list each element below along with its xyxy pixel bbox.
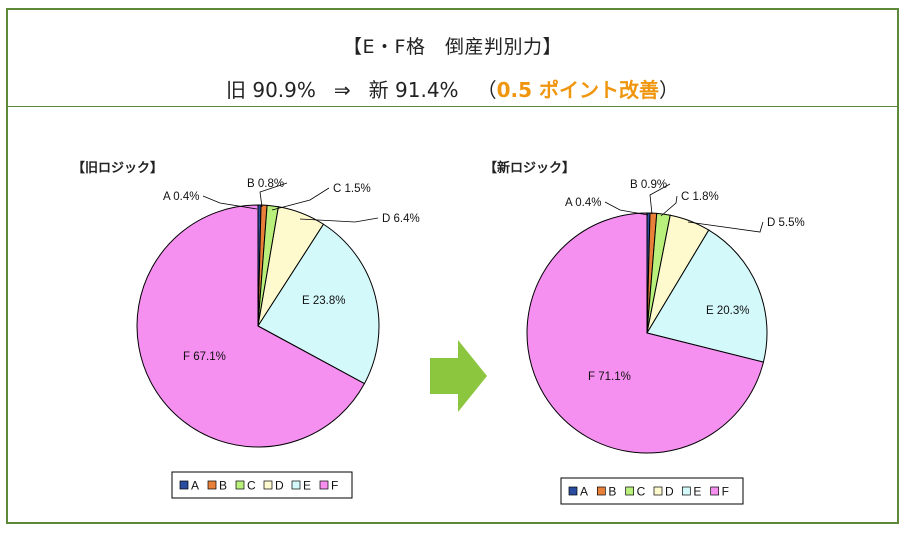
leader-line-a: [604, 201, 649, 216]
figure-title: 【E・F格 倒産判別力】: [343, 36, 562, 58]
pie-slice-e: [257, 223, 380, 385]
chart-legend: A B C D E F: [171, 471, 353, 499]
pie-slice-e: [646, 229, 768, 363]
legend-swatch-e: [681, 486, 691, 496]
right-arrow-icon: [430, 340, 487, 412]
legend-swatch-f: [319, 480, 329, 490]
legend-swatch-c: [235, 480, 245, 490]
legend-label-f: F: [331, 479, 338, 493]
leader-line-a: [202, 195, 258, 210]
data-label-d: D 5.5%: [767, 217, 805, 229]
legend-swatch-b: [596, 486, 606, 496]
legend-label-d: D: [275, 479, 284, 493]
legend-swatch-d: [653, 486, 663, 496]
improvement-text: 0.5 ポイント改善: [496, 78, 659, 102]
legend-label-a: A: [191, 479, 199, 493]
improvement-open-paren: （: [476, 78, 497, 102]
data-label-b: B 0.8%: [247, 178, 284, 190]
legend-swatch-a: [179, 480, 189, 490]
comparison-line: 旧 90.9% ⇒ 新 91.4% （0.5 ポイント改善）: [8, 74, 897, 103]
leader-line-b: [259, 182, 288, 208]
legend-label-c: C: [637, 485, 646, 499]
pie-slice-f: [136, 204, 366, 448]
data-label-c: C 1.8%: [681, 191, 719, 203]
header-panel: 【E・F格 倒産判別力】 旧 90.9% ⇒ 新 91.4% （0.5 ポイント改善）: [8, 10, 897, 107]
pie-slice-f: [526, 212, 765, 454]
data-label-b: B 0.9%: [630, 179, 667, 191]
pie-chart-new: 【新ロジック】 A 0.4% B 0.9% C 1.8% D 5.5% E 20.3% F …: [484, 160, 805, 505]
legend-swatch-e: [291, 480, 301, 490]
data-label-e: E 20.3%: [706, 305, 749, 317]
legend-label-e: E: [303, 479, 311, 493]
figure-frame: 【E・F格 倒産判別力】 旧 90.9% ⇒ 新 91.4% （0.5 ポイント改善）: [6, 8, 899, 524]
data-label-e: E 23.8%: [302, 295, 345, 307]
legend-label-e: E: [693, 485, 701, 499]
legend-label-a: A: [580, 485, 588, 499]
arrow-symbol: ⇒: [333, 78, 351, 102]
legend-label-f: F: [722, 485, 729, 499]
chart-legend: A B C D E F: [560, 477, 744, 505]
legend-swatch-f: [710, 486, 720, 496]
legend-label-b: B: [219, 479, 227, 493]
data-label-f: F 67.1%: [183, 351, 226, 363]
chart-title: 【新ロジック】: [484, 160, 575, 176]
leader-line-d: [299, 217, 379, 223]
data-label-f: F 71.1%: [588, 371, 631, 383]
legend-swatch-c: [625, 486, 635, 496]
leader-line-d: [687, 221, 764, 233]
data-label-d: D 6.4%: [382, 213, 420, 225]
pie-chart-old: 【旧ロジック】 A 0.4% B 0.8% C 1.5% D 6.4% E 23.8% F …: [72, 160, 420, 499]
new-rate: 新 91.4%: [368, 78, 459, 102]
legend-label-d: D: [665, 485, 674, 499]
legend-swatch-b: [207, 480, 217, 490]
chart-title: 【旧ロジック】: [72, 160, 163, 176]
legend-swatch-d: [263, 480, 273, 490]
legend-label-c: C: [247, 479, 256, 493]
data-label-a: A 0.4%: [565, 197, 601, 209]
legend-label-b: B: [608, 485, 616, 499]
data-label-c: C 1.5%: [333, 183, 371, 195]
improvement-close-paren: ）: [658, 78, 679, 102]
data-label-a: A 0.4%: [163, 191, 199, 203]
legend-swatch-a: [568, 486, 578, 496]
old-rate: 旧 90.9%: [226, 78, 316, 102]
leader-line-c: [271, 187, 330, 211]
leader-line-b: [649, 183, 671, 215]
leader-line-c: [660, 195, 678, 217]
